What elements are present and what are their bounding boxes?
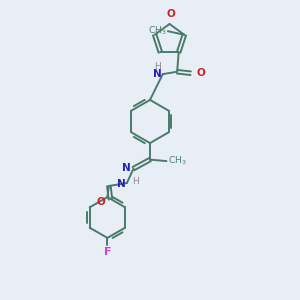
Text: N: N bbox=[152, 69, 161, 79]
Text: H: H bbox=[132, 177, 139, 186]
Text: CH$_3$: CH$_3$ bbox=[168, 155, 187, 167]
Text: O: O bbox=[167, 9, 176, 19]
Text: F: F bbox=[104, 247, 111, 257]
Text: O: O bbox=[196, 68, 205, 78]
Text: O: O bbox=[96, 197, 105, 207]
Text: CH$_3$: CH$_3$ bbox=[148, 24, 166, 37]
Text: N: N bbox=[117, 178, 125, 189]
Text: H: H bbox=[154, 61, 161, 70]
Text: N: N bbox=[122, 163, 131, 173]
